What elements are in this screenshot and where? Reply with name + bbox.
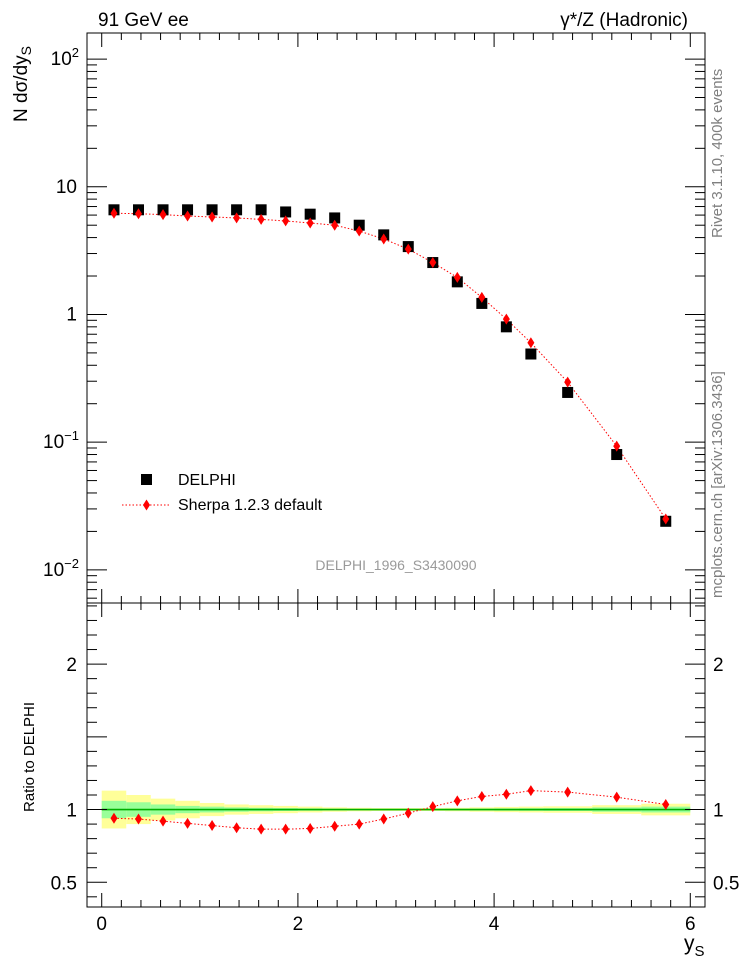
process-label: 91 GeV ee bbox=[98, 10, 189, 31]
ratio-mc-point bbox=[184, 817, 192, 829]
analysis-watermark: DELPHI_1996_S3430090 bbox=[315, 557, 476, 573]
mc-point bbox=[429, 257, 437, 269]
mc-point bbox=[110, 207, 118, 219]
data-point bbox=[476, 297, 488, 309]
data-point bbox=[525, 348, 537, 360]
legend-marker-mc bbox=[143, 499, 150, 511]
mc-point bbox=[453, 271, 461, 283]
mc-point bbox=[257, 213, 265, 225]
x-tick-label: 0 bbox=[96, 914, 107, 935]
mc-point bbox=[404, 243, 412, 255]
mc-point bbox=[613, 440, 621, 452]
data-point bbox=[231, 204, 243, 216]
data-point bbox=[329, 212, 341, 224]
data-point bbox=[280, 206, 292, 218]
data-point bbox=[182, 204, 194, 216]
ratio-mc-point bbox=[564, 786, 572, 798]
ratio-mc-point bbox=[233, 822, 241, 834]
ratio-ylabel: Ratio to DELPHI bbox=[21, 702, 38, 812]
main-panel: 10−2 10−1 1 10 102 bbox=[43, 32, 706, 617]
ratio-mc-point bbox=[135, 813, 142, 825]
ratio-mc-point bbox=[429, 801, 437, 813]
rivet-info: Rivet 3.1.10, 400k events bbox=[709, 69, 726, 238]
ratio-mc-point bbox=[380, 813, 388, 825]
mc-point bbox=[502, 313, 510, 325]
ratio-y-tick-label-right: 0.5 bbox=[713, 873, 739, 894]
mc-point bbox=[662, 513, 670, 525]
ratio-mc-point bbox=[662, 798, 670, 810]
ratio-mc-point bbox=[453, 795, 461, 807]
mc-point bbox=[135, 208, 142, 220]
ratio-y-tick-label: 1 bbox=[66, 801, 77, 822]
mc-point bbox=[564, 376, 572, 388]
mc-point bbox=[306, 217, 314, 229]
data-point bbox=[353, 219, 365, 231]
data-point bbox=[611, 449, 623, 461]
ratio-mc-point bbox=[306, 822, 314, 834]
ratio-mc-point bbox=[404, 807, 412, 819]
ratio-mc-point bbox=[208, 820, 216, 832]
mc-point bbox=[208, 211, 216, 223]
ratio-mc-point bbox=[331, 820, 339, 832]
mc-point bbox=[184, 210, 192, 222]
mcplots-info: mcplots.cern.ch [arXiv:1306.3436] bbox=[709, 371, 726, 598]
mc-point bbox=[159, 209, 167, 221]
ratio-y-tick-label-right: 1 bbox=[713, 801, 724, 822]
ratio-mc-point bbox=[282, 823, 290, 835]
mc-point bbox=[527, 337, 535, 349]
process-title: γ*/Z (Hadronic) bbox=[560, 10, 688, 31]
mc-point bbox=[331, 219, 339, 231]
y-tick-label: 102 bbox=[51, 45, 79, 70]
y-tick-label: 10−1 bbox=[43, 428, 79, 453]
data-point bbox=[304, 208, 316, 220]
y-tick-label: 10−2 bbox=[43, 556, 79, 581]
ratio-y-tick-label: 2 bbox=[66, 655, 77, 676]
legend: DELPHI Sherpa 1.2.3 default bbox=[122, 472, 323, 514]
ratio-mc-point bbox=[257, 823, 265, 835]
ratio-mc-point bbox=[502, 788, 510, 800]
main-ylabel: N dσ/dyS bbox=[11, 46, 34, 122]
legend-marker-delphi bbox=[141, 474, 152, 485]
ratio-panel: 0 2 4 6 0.5 0.5 1 1 2 2 bbox=[51, 602, 739, 935]
x-tick-label: 4 bbox=[489, 914, 500, 935]
ratio-mc-point bbox=[527, 785, 535, 797]
x-tick-label: 6 bbox=[685, 914, 696, 935]
ratio-y-tick-label: 0.5 bbox=[51, 873, 77, 894]
data-point bbox=[500, 321, 512, 333]
data-point bbox=[255, 204, 267, 216]
data-point bbox=[206, 204, 218, 216]
mc-point bbox=[355, 225, 363, 237]
x-tick-label: 2 bbox=[293, 914, 304, 935]
y-tick-label: 1 bbox=[66, 304, 77, 325]
y-tick-label: 10 bbox=[56, 177, 77, 198]
legend-label-mc: Sherpa 1.2.3 default bbox=[178, 497, 323, 514]
ratio-mc-point bbox=[478, 790, 486, 802]
ratio-y-tick-label-right: 2 bbox=[713, 655, 724, 676]
ratio-mc-point bbox=[110, 812, 118, 824]
mc-point bbox=[478, 291, 486, 303]
mc-point bbox=[282, 215, 290, 227]
ratio-mc-point bbox=[159, 815, 167, 827]
mc-point bbox=[380, 233, 388, 245]
ratio-mc-point bbox=[613, 791, 621, 803]
legend-label-delphi: DELPHI bbox=[178, 472, 236, 489]
mc-point bbox=[233, 212, 241, 224]
ratio-mc-point bbox=[355, 818, 363, 830]
data-point bbox=[562, 386, 574, 398]
